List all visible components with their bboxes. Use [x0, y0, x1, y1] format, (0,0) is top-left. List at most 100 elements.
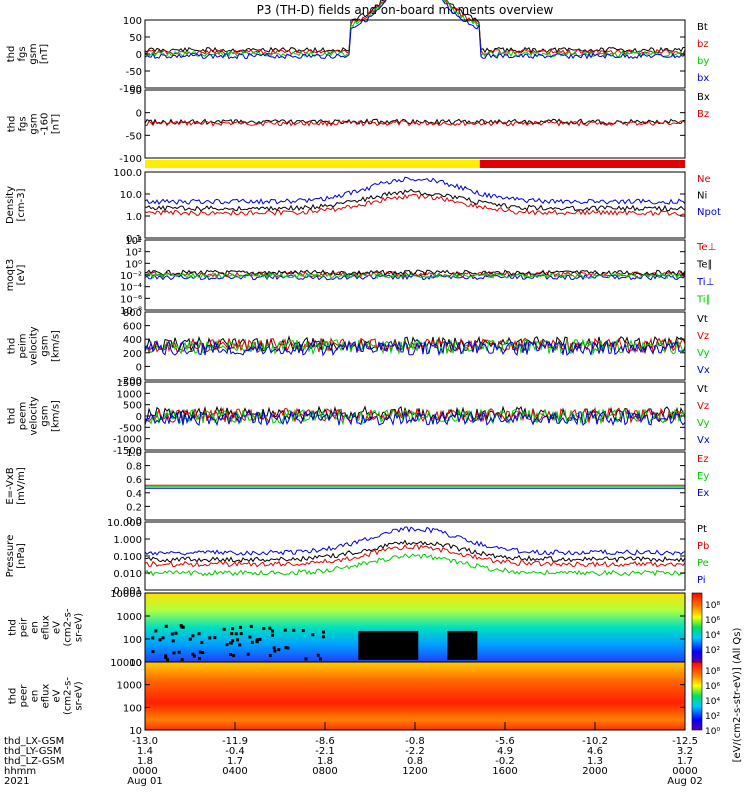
ylabel-line: peem: [18, 402, 29, 430]
ytick-label: 0.0: [126, 516, 142, 527]
ylabel-line: thd: [8, 688, 19, 705]
panel-mode_bar: [145, 160, 685, 168]
heatmap-speck: [230, 632, 234, 636]
ytick-label: 50: [129, 33, 142, 44]
legend-Vx: Vx: [697, 435, 710, 446]
ylabel-line: velocity: [29, 326, 40, 365]
heatmap-speck: [201, 651, 205, 655]
ylabel-line: en: [30, 621, 41, 634]
legend-Pi: Pi: [697, 575, 706, 586]
panel-fgs_gsm_1: Bt bz by bx 100 50 0 -50 -100 thd fgs gsm [nT]: [6, 0, 709, 95]
ytick-label: 50: [129, 86, 142, 97]
ytick-label: 10.0: [120, 190, 142, 201]
legend-Ex: Ex: [697, 488, 709, 499]
heatmap-speck: [180, 658, 184, 662]
legend-Vx: Vx: [697, 365, 710, 376]
ytick-label: 1000: [117, 389, 142, 400]
ylabel-line: (cm2-s-: [63, 608, 74, 646]
ytick-label: 1.0: [126, 448, 142, 459]
heatmap-speck: [319, 657, 323, 661]
xtick-hhmm: 1200: [402, 766, 427, 777]
ylabel-line: eflux: [41, 684, 52, 709]
xtick-lz: 1.8: [137, 756, 153, 767]
ylabel-line: velocity: [29, 396, 40, 435]
xaxis-row-label: thd_LY-GSM: [4, 746, 61, 757]
heatmap-speck: [164, 654, 168, 658]
mode-bar-segment-1: [479, 160, 685, 168]
ylabel-line: thd: [7, 338, 18, 355]
ytick-label: -50: [126, 131, 142, 142]
legend-Ni: Ni: [697, 191, 707, 202]
ytick-label: -500: [119, 423, 142, 434]
colorbar-tick: 10²: [705, 712, 720, 722]
ylabel-line: peer: [19, 684, 30, 708]
heatmap-speck: [258, 637, 262, 641]
ytick-label: 200: [123, 349, 142, 360]
series-Te∥: [144, 269, 686, 277]
ytick-label: 10⁻⁶: [120, 294, 142, 305]
ylabel-line: [mV/m]: [16, 467, 27, 505]
ylabel-line: -160: [40, 113, 51, 136]
heatmap-speck: [231, 639, 235, 643]
ytick-label: 100: [123, 635, 142, 646]
ylabel-line: sr-eV): [74, 681, 85, 710]
ytick-label: 1.0: [126, 212, 142, 223]
xtick-lz: -0.2: [495, 756, 515, 767]
heatmap-speck: [177, 650, 181, 654]
ytick-label: -100: [119, 154, 142, 165]
heatmap-speck: [198, 657, 202, 661]
xtick-ly: 3.2: [677, 746, 693, 757]
series-Vx: [144, 409, 686, 427]
heatmap-speck: [164, 624, 168, 628]
heatmap-speck: [197, 632, 201, 636]
xtick-lx: -11.9: [222, 736, 248, 747]
heatmap-speck: [200, 640, 204, 644]
ylabel-line: thd: [7, 408, 18, 425]
colorbar-tick: 10⁸: [705, 667, 720, 677]
legend-Npot: Npot: [697, 207, 721, 218]
heatmap-speck: [270, 629, 274, 633]
legend-Ez: Ez: [697, 454, 709, 465]
series-Pi: [144, 526, 686, 556]
heatmap-speck: [268, 626, 272, 630]
xtick-date: Aug 01: [127, 776, 162, 787]
heatmap-speck: [277, 648, 281, 652]
legend-by: by: [697, 56, 709, 67]
series-bz: [144, 0, 686, 56]
legend-Bt: Bt: [697, 22, 708, 33]
series-Ni: [145, 188, 686, 212]
heatmap-speck: [232, 654, 236, 658]
ytick-label: 10⁻⁸: [120, 306, 142, 317]
ylabel-line: [km/s]: [51, 330, 62, 362]
heatmap-speck: [246, 652, 250, 656]
heatmap-speck: [191, 652, 195, 656]
xtick-lx: -13.0: [132, 736, 158, 747]
heatmap-speck: [268, 654, 272, 658]
ytick-label: 1000: [117, 612, 142, 623]
ylabel-line: sr-eV): [74, 613, 85, 642]
ytick-label: 10⁻²: [120, 271, 142, 282]
heatmap-speck: [304, 657, 308, 661]
heatmap-speck: [311, 633, 315, 637]
legend-Te⊥: Te⊥: [696, 242, 716, 253]
colorbar-label: [eV/(cm2-s-str-eV)] (All Qs): [732, 627, 743, 762]
ylabel-line: moqt3: [5, 259, 16, 292]
heatmap-speck: [222, 627, 226, 631]
heatmap-dark-region: [358, 630, 419, 660]
heatmap-speck: [228, 652, 232, 656]
panel-background: [145, 312, 685, 380]
legend-Vz: Vz: [697, 401, 709, 412]
xtick-hhmm: 0000: [132, 766, 157, 777]
heatmap-speck: [166, 658, 170, 662]
heatmap-speck: [273, 649, 277, 653]
panel-frame: [144, 89, 686, 159]
heatmap-speck: [158, 638, 162, 642]
legend-Ey: Ey: [697, 471, 709, 482]
colorbar-bottom: [691, 661, 703, 731]
ytick-label: 0: [136, 362, 142, 373]
heatmap-speck: [321, 635, 325, 639]
ylabel: thd fgs gsm [nT]: [6, 43, 50, 64]
ylabel: Density [cm-3]: [5, 186, 27, 224]
series-Vx: [144, 339, 686, 357]
